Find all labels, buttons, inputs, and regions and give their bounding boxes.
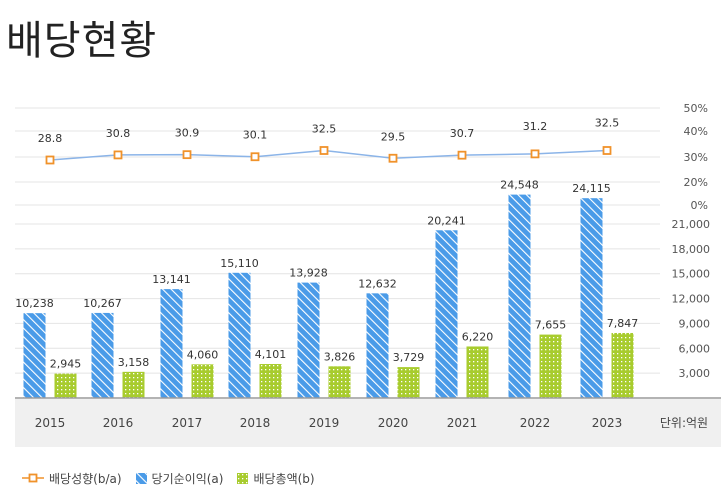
dividend-bar xyxy=(539,334,562,398)
y-tick-percent: 50% xyxy=(684,102,708,115)
dividend-label: 7,847 xyxy=(607,317,639,330)
dividend-bar xyxy=(54,373,77,398)
payout-ratio-label: 30.7 xyxy=(450,127,475,140)
net-income-bar xyxy=(228,272,251,398)
net-income-label: 20,241 xyxy=(427,214,466,227)
x-tick-label: 2018 xyxy=(240,416,271,430)
y-tick-percent: 40% xyxy=(684,125,708,138)
dividend-bar xyxy=(397,367,420,398)
dividend-label: 4,060 xyxy=(187,348,219,361)
dividend-label: 3,729 xyxy=(393,351,425,364)
y-tick-value: 21,000 xyxy=(672,218,711,231)
y-tick-value: 15,000 xyxy=(672,268,711,281)
dividend-bar xyxy=(328,366,351,398)
legend-dot-swatch-icon xyxy=(237,473,249,484)
payout-ratio-label: 30.9 xyxy=(175,127,200,140)
net-income-bar xyxy=(508,194,531,398)
net-income-bar xyxy=(366,293,389,398)
dividend-bar xyxy=(259,364,282,398)
y-tick-value: 9,000 xyxy=(679,317,711,330)
payout-ratio-point xyxy=(530,149,540,159)
payout-ratio-label: 32.5 xyxy=(595,117,620,130)
page-title: 배당현황 xyxy=(6,18,158,64)
payout-ratio-point xyxy=(388,153,398,163)
dividend-label: 3,158 xyxy=(118,356,150,369)
payout-ratio-label: 31.2 xyxy=(523,120,548,133)
dividend-bar xyxy=(466,346,489,398)
legend-item: 당기순이익(a) xyxy=(135,470,224,487)
x-tick-label: 2020 xyxy=(378,416,409,430)
legend-item: 배당총액(b) xyxy=(237,470,315,487)
y-tick-value: 3,000 xyxy=(679,367,711,380)
payout-ratio-point xyxy=(250,152,260,162)
payout-ratio-point xyxy=(602,146,612,155)
legend-label: 배당성향(b/a) xyxy=(49,472,122,486)
payout-ratio-point xyxy=(182,150,192,160)
dividend-label: 2,945 xyxy=(50,358,82,371)
payout-ratio-label: 29.5 xyxy=(381,130,406,143)
y-tick-value: 6,000 xyxy=(679,342,711,355)
x-tick-label: 2022 xyxy=(520,416,551,430)
y-tick-percent: 20% xyxy=(684,176,708,189)
legend-label: 당기순이익(a) xyxy=(151,472,224,486)
x-tick-label: 2021 xyxy=(447,416,478,430)
net-income-label: 15,110 xyxy=(220,257,259,270)
dividend-bar xyxy=(122,371,145,398)
dividend-label: 7,655 xyxy=(535,319,567,332)
net-income-bar xyxy=(23,313,46,398)
y-tick-value: 12,000 xyxy=(672,293,711,306)
net-income-label: 10,238 xyxy=(15,297,54,310)
x-tick-label: 2023 xyxy=(592,416,623,430)
payout-ratio-point xyxy=(113,150,123,160)
net-income-label: 13,141 xyxy=(152,273,191,286)
y-tick-percent: 0% xyxy=(691,199,708,212)
payout-ratio-label: 30.1 xyxy=(243,129,268,142)
legend-label: 배당총액(b) xyxy=(253,472,315,486)
dividend-label: 6,220 xyxy=(462,330,494,343)
y-tick-percent: 30% xyxy=(684,151,708,164)
net-income-bar xyxy=(580,198,603,398)
unit-label: 단위:억원 xyxy=(660,416,708,430)
payout-ratio-point xyxy=(45,155,55,165)
payout-ratio-label: 28.8 xyxy=(38,132,63,145)
dividend-bar xyxy=(611,332,634,398)
dividend-bar xyxy=(191,364,214,398)
net-income-label: 24,115 xyxy=(572,182,611,195)
payout-ratio-label: 32.5 xyxy=(312,123,337,136)
net-income-label: 24,548 xyxy=(500,179,539,192)
net-income-bar xyxy=(435,230,458,398)
net-income-label: 10,267 xyxy=(83,297,122,310)
dividend-label: 3,826 xyxy=(324,350,356,363)
net-income-label: 13,928 xyxy=(289,267,328,280)
payout-ratio-point xyxy=(319,146,329,155)
payout-ratio-label: 30.8 xyxy=(106,127,131,140)
y-tick-value: 18,000 xyxy=(672,243,711,256)
legend-item: 배당성향(b/a) xyxy=(22,470,122,487)
legend-line-marker-icon xyxy=(22,472,44,486)
legend-hatch-swatch-icon xyxy=(135,473,147,484)
chart-legend: 배당성향(b/a) 당기순이익(a) 배당총액(b) xyxy=(22,470,315,487)
net-income-label: 12,632 xyxy=(358,277,397,290)
x-tick-label: 2019 xyxy=(309,416,340,430)
net-income-bar xyxy=(297,282,320,398)
payout-ratio-point xyxy=(457,150,467,160)
x-tick-label: 2017 xyxy=(172,416,203,430)
x-tick-label: 2015 xyxy=(35,416,66,430)
dividend-label: 4,101 xyxy=(255,348,287,361)
x-tick-label: 2016 xyxy=(103,416,134,430)
net-income-bar xyxy=(91,312,114,398)
net-income-bar xyxy=(160,289,183,398)
x-axis-band xyxy=(15,399,721,447)
payout-ratio-line xyxy=(49,149,608,161)
